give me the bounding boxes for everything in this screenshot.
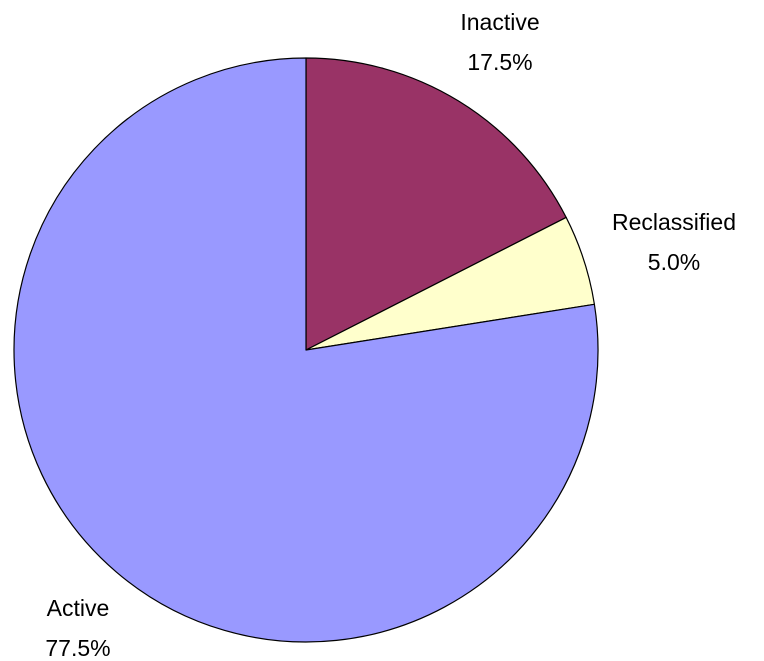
active-value-label: 77.5% [45,635,110,661]
pie-slices [13,57,599,643]
reclassified-category-label: Reclassified [612,209,736,235]
pie-slice-active [13,57,599,643]
inactive-value-label: 17.5% [467,49,532,75]
inactive-category-label: Inactive [460,9,539,35]
active-category-label: Active [47,595,110,621]
reclassified-value-label: 5.0% [648,249,700,275]
pie-slice-inactive [305,57,567,351]
